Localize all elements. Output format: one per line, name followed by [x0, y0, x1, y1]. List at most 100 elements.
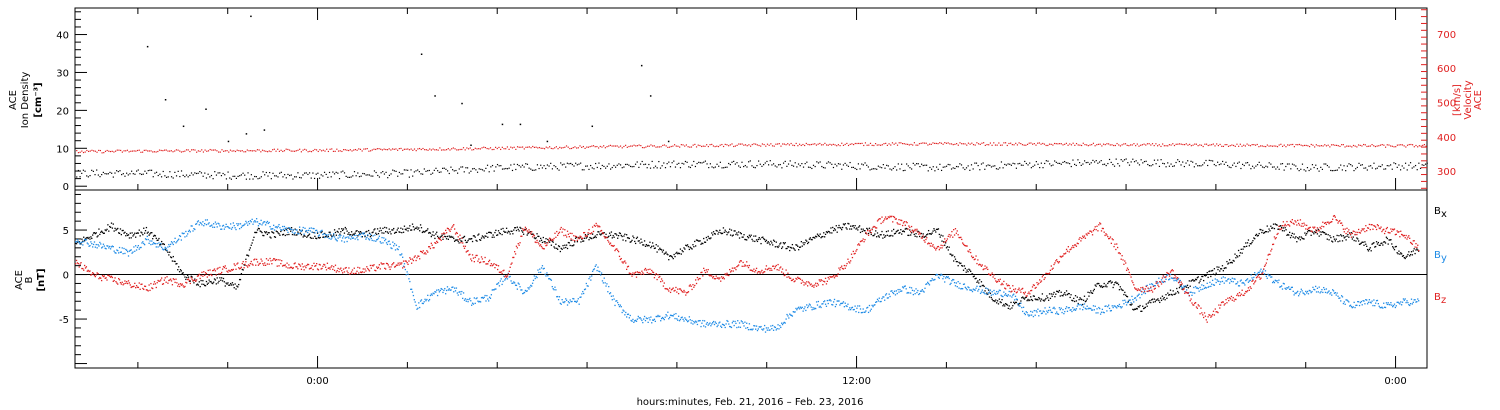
data-point — [149, 233, 151, 235]
data-point — [1359, 302, 1362, 304]
data-point — [391, 229, 393, 231]
data-point — [113, 250, 115, 252]
data-point — [744, 321, 746, 323]
data-point — [1000, 301, 1002, 304]
data-point — [298, 263, 300, 265]
data-point — [701, 242, 703, 244]
data-point — [781, 323, 784, 326]
data-point — [626, 234, 628, 236]
data-point — [1351, 238, 1354, 240]
data-point — [457, 240, 459, 243]
data-point — [471, 240, 474, 243]
data-point — [872, 305, 874, 308]
data-point — [1386, 303, 1388, 306]
data-point — [624, 163, 627, 166]
data-point — [1302, 145, 1304, 147]
data-point — [587, 285, 589, 287]
data-point — [521, 164, 524, 166]
data-point — [482, 236, 484, 238]
data-point — [1013, 301, 1015, 303]
data-point — [1116, 305, 1119, 307]
data-point — [250, 174, 252, 176]
data-point — [1143, 160, 1146, 163]
data-point — [1191, 294, 1193, 296]
data-point — [86, 270, 88, 272]
data-point — [121, 151, 123, 153]
data-point — [1127, 301, 1130, 303]
data-point — [107, 173, 109, 175]
data-point — [211, 224, 213, 226]
data-point — [1289, 288, 1292, 290]
data-point — [876, 298, 879, 301]
data-point — [222, 265, 225, 268]
data-point — [129, 173, 131, 175]
data-point — [663, 144, 666, 146]
data-point — [1088, 163, 1091, 165]
data-point — [819, 305, 821, 307]
data-point — [522, 231, 524, 233]
data-point — [1177, 292, 1180, 294]
data-point — [212, 269, 214, 272]
data-point — [420, 148, 422, 151]
data-point — [460, 166, 462, 168]
data-point — [283, 150, 286, 152]
data-point — [109, 245, 111, 248]
data-point — [350, 236, 353, 238]
data-point — [1321, 231, 1323, 233]
data-point — [178, 238, 180, 240]
data-point — [1079, 162, 1081, 164]
data-point — [245, 220, 247, 223]
data-point — [164, 246, 166, 249]
data-point — [941, 240, 943, 242]
data-point — [1424, 163, 1427, 165]
data-point — [136, 246, 139, 249]
data-point — [581, 169, 583, 171]
data-point — [441, 288, 443, 291]
data-point — [596, 166, 598, 169]
data-point — [1412, 250, 1414, 252]
data-point — [275, 258, 277, 261]
data-point — [976, 285, 978, 287]
data-point — [240, 266, 243, 268]
data-point — [1043, 300, 1045, 302]
data-point — [388, 228, 390, 230]
data-point — [1287, 144, 1289, 146]
data-point — [702, 242, 704, 245]
data-point — [410, 148, 412, 150]
data-point — [697, 320, 699, 322]
data-point — [1405, 256, 1407, 258]
data-point — [315, 173, 317, 175]
data-point — [1251, 144, 1253, 146]
data-point — [526, 234, 528, 236]
data-point — [993, 300, 995, 302]
data-point — [84, 267, 87, 269]
data-point — [112, 176, 114, 178]
data-point — [1099, 284, 1101, 287]
data-point — [1316, 168, 1319, 170]
data-point — [686, 161, 688, 163]
data-point — [861, 163, 863, 165]
data-point — [576, 300, 579, 302]
data-point — [1329, 293, 1331, 295]
data-point — [663, 318, 665, 321]
data-point — [100, 231, 102, 233]
data-point — [864, 142, 867, 144]
data-point — [104, 229, 106, 231]
data-point — [986, 292, 988, 294]
data-point — [690, 247, 692, 249]
data-point — [1223, 267, 1225, 270]
data-point — [587, 146, 590, 148]
data-point — [419, 300, 422, 302]
data-point — [180, 170, 183, 172]
data-point — [1232, 259, 1234, 262]
data-point — [1267, 231, 1269, 233]
data-point — [557, 248, 559, 250]
data-point — [164, 277, 166, 279]
data-point — [300, 177, 302, 179]
data-point — [220, 175, 223, 177]
data-point — [763, 328, 765, 330]
data-point — [566, 162, 568, 164]
data-point — [339, 150, 341, 152]
data-point — [1409, 304, 1411, 307]
data-point — [649, 95, 652, 97]
